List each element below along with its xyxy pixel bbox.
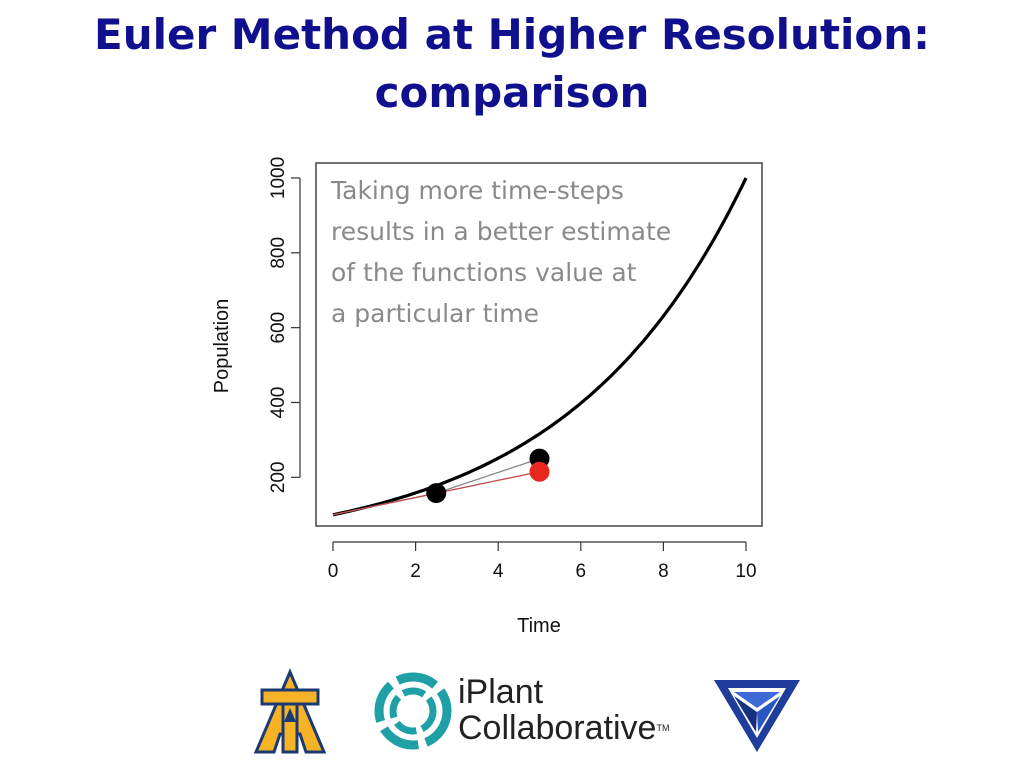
triangle-logo	[712, 678, 802, 754]
annotation-line: Taking more time-steps	[330, 176, 624, 205]
y-tick-label: 800	[268, 237, 289, 269]
annotation-line: of the functions value at	[331, 258, 637, 287]
x-tick-label: 4	[493, 561, 504, 582]
annotation-line: a particular time	[331, 299, 539, 328]
x-tick-label: 10	[735, 561, 756, 582]
slide-title-line1: Euler Method at Higher Resolution:	[94, 10, 930, 59]
axis-ticks: 0 2 4 6 8 10 200 400 600 800 1000	[268, 157, 757, 582]
y-tick-label: 1000	[268, 157, 289, 199]
iplant-collaborative: CollaborativeTM	[458, 709, 670, 747]
x-tick-label: 2	[410, 561, 421, 582]
x-axis-label: Time	[517, 615, 561, 637]
true-solution-line	[332, 177, 748, 517]
y-axis-label: Population	[211, 299, 233, 394]
estimate-point	[529, 461, 550, 482]
plot-frame	[315, 162, 763, 527]
iplant-logo: iPlant CollaborativeTM	[372, 670, 702, 754]
y-tick-label: 200	[268, 461, 289, 493]
iplant-name: iPlant	[458, 673, 544, 711]
iplant-wordmark: iPlant CollaborativeTM	[458, 674, 669, 746]
x-tick-label: 8	[658, 561, 669, 582]
data-points	[426, 448, 550, 504]
x-tick-label: 0	[328, 561, 339, 582]
iplant-ring-icon	[374, 672, 452, 750]
estimate-point	[426, 483, 447, 504]
y-tick-label: 600	[268, 312, 289, 344]
slide-title-line2: comparison	[374, 68, 650, 117]
triangle-logo-mark	[714, 680, 800, 752]
slide-title: Euler Method at Higher Resolution: compa…	[0, 6, 1024, 122]
aggie-logo	[250, 668, 330, 756]
y-tick-label: 400	[268, 387, 289, 419]
x-tick-label: 6	[576, 561, 587, 582]
annotation-line: results in a better estimate	[331, 217, 671, 246]
chart-annotation: Taking more time-steps results in a bette…	[330, 176, 671, 328]
aggie-logo-mark	[253, 668, 327, 754]
